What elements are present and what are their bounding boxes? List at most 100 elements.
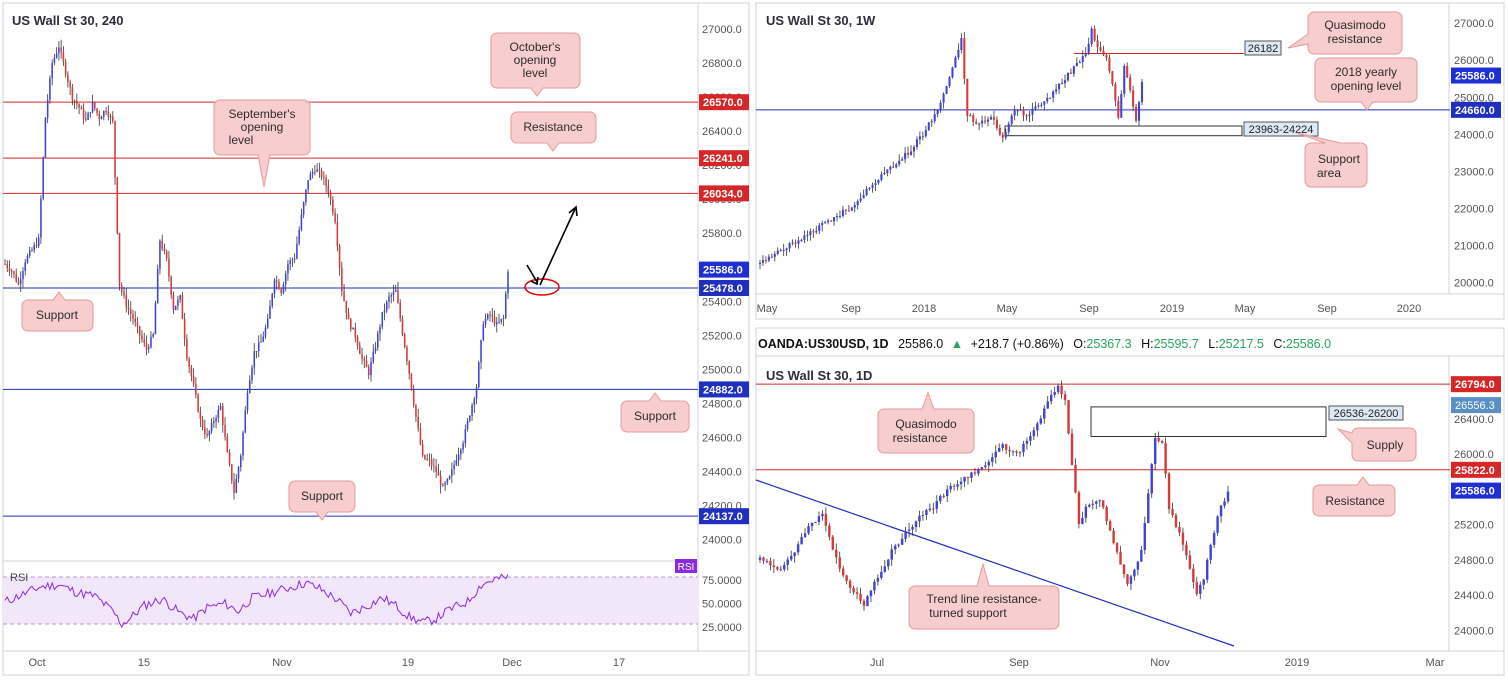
candle-body	[793, 552, 796, 556]
candle-body	[892, 166, 895, 168]
candle-body	[789, 555, 793, 560]
panel-240-title: US Wall St 30, 240	[12, 13, 124, 28]
candle-body	[935, 501, 939, 509]
candle-body	[26, 255, 29, 263]
candle-body	[181, 295, 184, 319]
candle-body	[379, 326, 381, 334]
callout-trendline-box	[908, 562, 1060, 630]
candle-body	[498, 321, 500, 323]
panel-240-candles	[4, 39, 509, 500]
candle-body	[1209, 544, 1212, 560]
candle-body	[143, 339, 146, 343]
candle-body	[462, 443, 464, 450]
candle-body	[1096, 40, 1099, 48]
candle-body	[835, 216, 839, 218]
candle-body	[275, 280, 278, 282]
candle-body	[125, 295, 128, 308]
callout-quasimodo-1w-box	[1287, 11, 1403, 55]
candle-body	[1099, 47, 1102, 51]
candle-body	[226, 436, 229, 453]
candle-body	[251, 367, 253, 381]
candle-body	[154, 303, 157, 335]
callout-support-area: Support area	[1296, 132, 1368, 188]
callout-resistance-240-box	[510, 111, 597, 152]
panel-1w-candles	[758, 25, 1144, 270]
candle-body	[186, 338, 188, 359]
candle-body	[945, 489, 949, 497]
y-tick-label: 27000.0	[702, 24, 742, 36]
callout-octobers-opening-l3: level	[523, 66, 548, 80]
candle-body	[1043, 408, 1046, 419]
candle-body	[145, 342, 148, 350]
candle-body	[51, 63, 53, 79]
callout-support-mid-box	[620, 392, 690, 433]
candle-body	[210, 423, 213, 432]
header-up-triangle-icon: ▲	[951, 337, 963, 351]
callout-support-area-l2: area	[1317, 166, 1341, 180]
candle-body	[817, 516, 821, 522]
candle-body	[69, 81, 71, 88]
candle-body	[495, 322, 498, 325]
candle-body	[350, 319, 352, 330]
candle-body	[293, 258, 296, 260]
x-tick-label: May	[757, 303, 778, 315]
candle-body	[320, 170, 323, 178]
candle-body	[1088, 504, 1091, 507]
candle-body	[824, 513, 828, 526]
candle-body	[877, 180, 880, 184]
y-tick-label: 25200.0	[1454, 520, 1494, 532]
candle-body	[1046, 401, 1049, 409]
candle-body	[58, 47, 60, 54]
candle-body	[1120, 93, 1123, 118]
candle-body	[1032, 430, 1036, 437]
candle-body	[1084, 53, 1087, 57]
trend-line	[755, 479, 1235, 647]
candle-body	[305, 189, 307, 203]
y-tick-label: 20000.0	[1454, 278, 1494, 290]
candle-body	[773, 253, 776, 257]
candle-body	[998, 127, 1001, 135]
candle-body	[388, 296, 390, 302]
candle-body	[55, 53, 58, 58]
candle-body	[280, 289, 282, 294]
candle-body	[1056, 385, 1060, 393]
candle-body	[168, 258, 170, 277]
candle-body	[895, 164, 898, 168]
callout-septembers-opening-l1: September's	[229, 107, 296, 121]
candle-body	[862, 600, 866, 606]
candle-body	[156, 268, 159, 304]
candle-body	[435, 466, 437, 473]
candle-body	[235, 478, 238, 493]
x-tick-label: Sep	[1317, 303, 1337, 315]
candle-body	[269, 305, 271, 319]
candle-body	[332, 199, 334, 213]
candle-body	[831, 536, 835, 550]
panel-240-frame	[2, 2, 750, 676]
candle-body	[100, 116, 103, 120]
y-tick-label: 24400.0	[702, 466, 742, 478]
y-tick-label: 25800.0	[702, 228, 742, 240]
candle-body	[40, 198, 42, 238]
candle-body	[190, 366, 193, 377]
candle-body	[134, 318, 137, 323]
callout-quasimodo-1d-l1: Quasimodo	[895, 417, 957, 431]
candle-body	[914, 521, 918, 528]
candle-body	[1167, 473, 1171, 510]
candle-body	[788, 243, 791, 249]
candle-body	[989, 117, 993, 120]
candle-body	[412, 389, 415, 405]
candle-body	[255, 351, 258, 353]
callout-quasimodo-1w-l1: Quasimodo	[1324, 18, 1386, 32]
candle-body	[1029, 436, 1032, 441]
callout-octobers-opening-l2: opening	[514, 53, 557, 67]
candle-body	[163, 248, 166, 252]
candle-body	[338, 246, 341, 268]
callout-support-upper-text: Support	[36, 308, 79, 322]
candle-body	[325, 177, 327, 187]
level-price-badge	[699, 94, 749, 111]
x-tick-label: May	[1235, 303, 1256, 315]
alt-price-badge-text: 26556.3	[1455, 400, 1495, 412]
rsi-tick-label: 50.0000	[702, 599, 742, 611]
panel-1d-x-ticks: Jul Sep Nov 2019 Mar	[870, 657, 1445, 669]
candle-body	[367, 367, 370, 376]
